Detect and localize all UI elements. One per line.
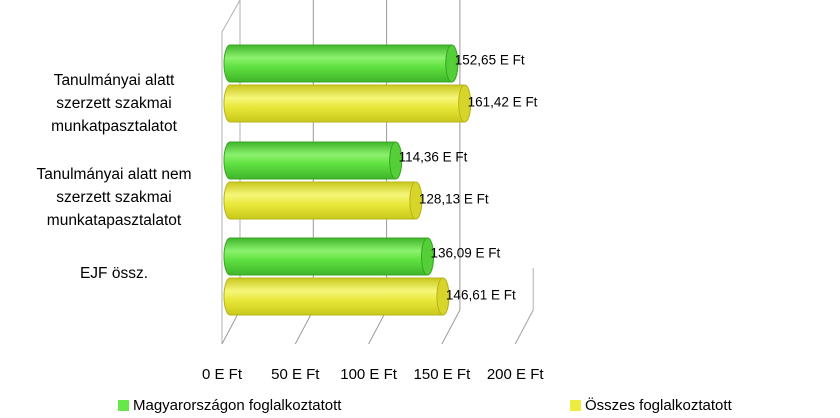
legend-label: Magyarországon foglalkoztatott bbox=[133, 397, 342, 414]
bar-hungary bbox=[223, 237, 434, 276]
bar-hungary bbox=[223, 141, 403, 180]
floor-gridline bbox=[441, 309, 461, 345]
bar-hungary bbox=[223, 44, 459, 83]
bar-cap bbox=[445, 44, 459, 83]
floor-gridline bbox=[514, 309, 534, 345]
bar-cap bbox=[458, 84, 472, 123]
category-label-line: szerzett szakmai bbox=[56, 94, 172, 112]
legend-label: Összes foglalkoztatott bbox=[585, 397, 732, 414]
bar-cap bbox=[389, 141, 403, 180]
category-label-line: munkatapasztalatot bbox=[46, 211, 182, 229]
data-label: 146,61 E Ft bbox=[446, 288, 516, 303]
category-label-line: Tanulmányai alatt nem bbox=[36, 165, 192, 183]
x-tick-label: 0 E Ft bbox=[202, 366, 243, 383]
data-label: 128,13 E Ft bbox=[419, 192, 489, 207]
bar-total bbox=[223, 277, 450, 316]
data-label: 161,42 E Ft bbox=[468, 95, 538, 110]
category-label-line: Tanulmányai alatt bbox=[53, 71, 175, 89]
bar-cap bbox=[436, 277, 450, 316]
floor-gridline bbox=[221, 309, 241, 345]
data-label: 136,09 E Ft bbox=[431, 246, 501, 261]
category-label: Tanulmányai alatt szerzett szakmai munkatp… bbox=[0, 69, 229, 138]
data-label: 152,65 E Ft bbox=[455, 53, 525, 68]
x-tick-label: 50 E Ft bbox=[271, 366, 320, 383]
category-label-line: szerzett szakmai bbox=[56, 188, 172, 206]
legend-swatch-yellow bbox=[570, 400, 581, 411]
floor-gridline bbox=[368, 309, 388, 345]
category-label: Tanulmányai alatt nem szerzett szakmai mun… bbox=[0, 163, 229, 232]
data-label: 114,36 E Ft bbox=[399, 150, 468, 165]
bar-total bbox=[223, 181, 423, 220]
legend-swatch-green bbox=[118, 400, 129, 411]
bar-cap bbox=[421, 237, 435, 276]
category-label-line: munkatpasztalatot bbox=[51, 117, 177, 135]
x-tick-label: 150 E Ft bbox=[414, 366, 472, 383]
bar-total bbox=[223, 84, 472, 123]
bar-cap bbox=[409, 181, 423, 220]
category-label: EJF össz. bbox=[0, 262, 229, 285]
category-label-line: EJF össz. bbox=[79, 264, 149, 282]
legend-item-total: Összes foglalkoztatott bbox=[570, 397, 732, 414]
legend-item-hungary: Magyarországon foglalkoztatott bbox=[118, 397, 341, 414]
x-tick-label: 200 E Ft bbox=[487, 366, 545, 383]
x-tick-label: 100 E Ft bbox=[340, 366, 398, 383]
floor-gridline bbox=[294, 309, 314, 345]
